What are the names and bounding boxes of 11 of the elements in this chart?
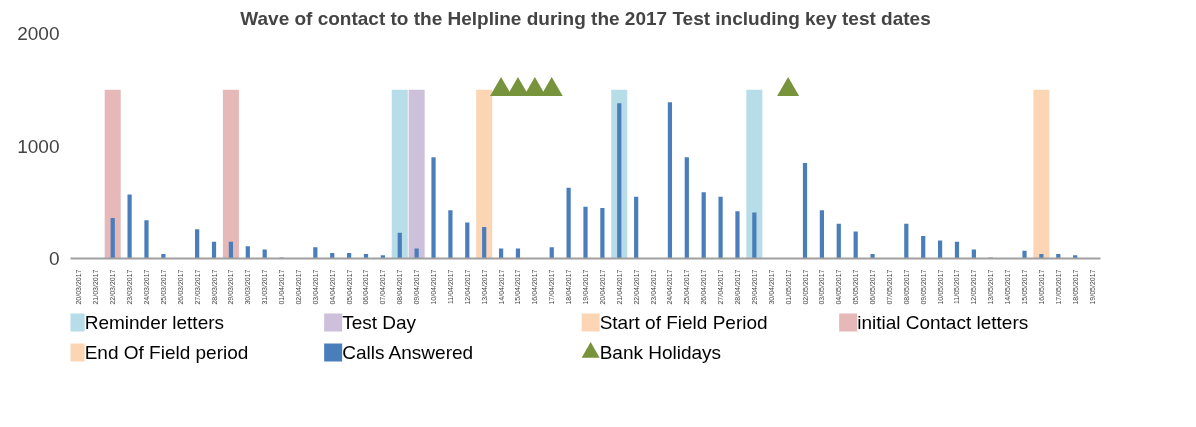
legend-label: Test Day [342, 312, 417, 333]
y-tick-label: 0 [48, 248, 60, 269]
chart-title: Wave of contact to the Helpline during the 2017 Test including key test dates [240, 7, 931, 29]
legend-label: Start of Field Period [599, 312, 768, 333]
legend-label: Bank Holidays [599, 342, 722, 363]
legend-label: Reminder letters [84, 312, 225, 333]
legend-label: Calls Answered [342, 342, 474, 363]
y-tick-label: 2000 [17, 23, 60, 44]
legend-label: initial Contact letters [857, 312, 1029, 333]
y-tick-label: 1000 [17, 135, 60, 157]
legend-label: End Of Field period [84, 342, 249, 363]
